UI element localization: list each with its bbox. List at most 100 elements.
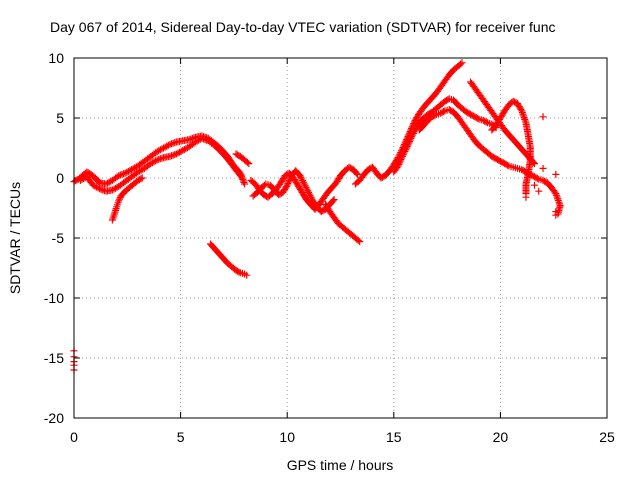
data-point (504, 161, 512, 169)
data-point (394, 162, 402, 170)
data-point (329, 197, 337, 205)
data-point (440, 108, 448, 116)
data-point (241, 180, 249, 188)
data-point (410, 120, 418, 128)
data-point (539, 164, 547, 172)
data-point (243, 158, 251, 166)
data-point (552, 190, 560, 198)
data-point (302, 183, 310, 191)
data-point (301, 182, 309, 190)
data-point (409, 129, 417, 137)
plot-frame (73, 57, 608, 419)
data-point (286, 175, 294, 183)
data-point (330, 196, 338, 204)
data-point (539, 113, 547, 121)
data-point (94, 184, 102, 192)
data-point (518, 109, 526, 117)
data-point (235, 268, 243, 276)
x-tick-label: 10 (279, 429, 295, 445)
data-point (518, 107, 526, 115)
data-point (406, 136, 414, 144)
data-point (403, 144, 411, 152)
series-track-j (390, 95, 500, 176)
tick-label-layer: 0 5 10 15 20 25 -20 -15 -10 -5 0 5 10 (44, 50, 615, 445)
x-tick-label: 25 (599, 429, 615, 445)
series-track-c (108, 174, 146, 224)
data-point (115, 197, 123, 205)
y-tick-label: 5 (56, 110, 64, 126)
data-point (239, 175, 247, 183)
data-point (152, 157, 160, 165)
series-track-b (76, 134, 244, 195)
data-point (304, 187, 312, 195)
data-point (299, 177, 307, 185)
data-point (531, 181, 539, 189)
data-point (520, 112, 528, 120)
data-point (395, 159, 403, 167)
data-point (474, 114, 482, 122)
data-point (137, 175, 145, 183)
data-point (409, 131, 417, 139)
data-point (403, 142, 411, 150)
data-point (240, 178, 248, 186)
data-point (243, 271, 251, 279)
series-track-e (232, 150, 253, 168)
data-point (482, 118, 490, 126)
data-point (551, 188, 559, 196)
tick-layer (73, 57, 608, 419)
data-point (399, 151, 407, 159)
data-point (307, 193, 315, 201)
data-point (354, 236, 362, 244)
data-point (395, 160, 403, 168)
data-point (552, 211, 560, 219)
data-point (533, 174, 541, 182)
y-axis-label: SDTVAR / TECUs (7, 182, 23, 294)
data-point (299, 178, 307, 186)
data-point (398, 154, 406, 162)
data-point (400, 149, 408, 157)
x-tick-label: 20 (493, 429, 509, 445)
data-point (298, 175, 306, 183)
data-point (555, 198, 563, 206)
data-point (305, 190, 313, 198)
y-tick-label: 10 (48, 50, 64, 66)
x-tick-label: 5 (177, 429, 185, 445)
data-point (285, 176, 293, 184)
data-point (285, 178, 293, 186)
grid-layer (74, 58, 607, 418)
y-tick-label: -5 (52, 230, 65, 246)
x-tick-label: 0 (70, 429, 78, 445)
data-point (398, 152, 406, 160)
data-layer (70, 59, 564, 374)
data-point (235, 170, 243, 178)
data-point (296, 172, 304, 180)
data-point (115, 195, 123, 203)
data-point (396, 157, 404, 165)
data-point (407, 134, 415, 142)
data-point (397, 156, 405, 164)
data-point (458, 59, 466, 67)
data-point (236, 172, 244, 180)
data-point (457, 60, 465, 68)
data-point (554, 196, 562, 204)
data-point (404, 141, 412, 149)
series-track-d (206, 240, 251, 279)
data-point (408, 133, 416, 141)
data-point (356, 238, 364, 246)
series-track-i (351, 59, 466, 188)
data-point (520, 114, 528, 122)
y-tick-label: -15 (44, 350, 64, 366)
data-point (303, 185, 311, 193)
data-point (354, 170, 362, 178)
data-point (517, 105, 525, 113)
data-point (306, 192, 314, 200)
data-point (531, 160, 539, 168)
data-point (245, 160, 253, 168)
data-point (297, 173, 305, 181)
data-point (284, 180, 292, 188)
data-point (553, 193, 561, 201)
data-point (300, 180, 308, 188)
data-point (283, 181, 291, 189)
data-point (282, 183, 290, 191)
